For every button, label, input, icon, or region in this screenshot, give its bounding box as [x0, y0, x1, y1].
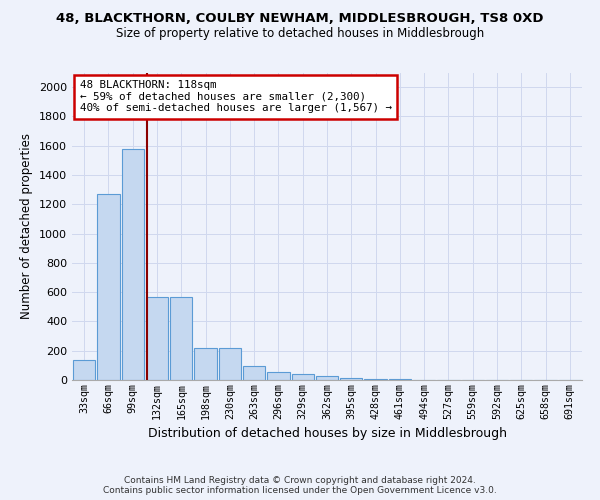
Bar [364, 379, 387, 380]
Bar [97, 194, 119, 380]
Text: Size of property relative to detached houses in Middlesbrough: Size of property relative to detached ho… [116, 28, 484, 40]
Text: Contains HM Land Registry data © Crown copyright and database right 2024.
Contai: Contains HM Land Registry data © Crown c… [103, 476, 497, 495]
Bar [170, 296, 193, 380]
Y-axis label: Number of detached properties: Number of detached properties [20, 133, 34, 320]
Bar [122, 148, 144, 380]
Bar [73, 360, 95, 380]
Text: 48 BLACKTHORN: 118sqm
← 59% of detached houses are smaller (2,300)
40% of semi-d: 48 BLACKTHORN: 118sqm ← 59% of detached … [80, 80, 392, 114]
Bar [340, 378, 362, 380]
Bar [243, 366, 265, 380]
X-axis label: Distribution of detached houses by size in Middlesbrough: Distribution of detached houses by size … [148, 427, 506, 440]
Bar [218, 348, 241, 380]
Bar [194, 348, 217, 380]
Bar [267, 372, 290, 380]
Text: 48, BLACKTHORN, COULBY NEWHAM, MIDDLESBROUGH, TS8 0XD: 48, BLACKTHORN, COULBY NEWHAM, MIDDLESBR… [56, 12, 544, 26]
Bar [146, 296, 168, 380]
Bar [292, 374, 314, 380]
Bar [316, 376, 338, 380]
